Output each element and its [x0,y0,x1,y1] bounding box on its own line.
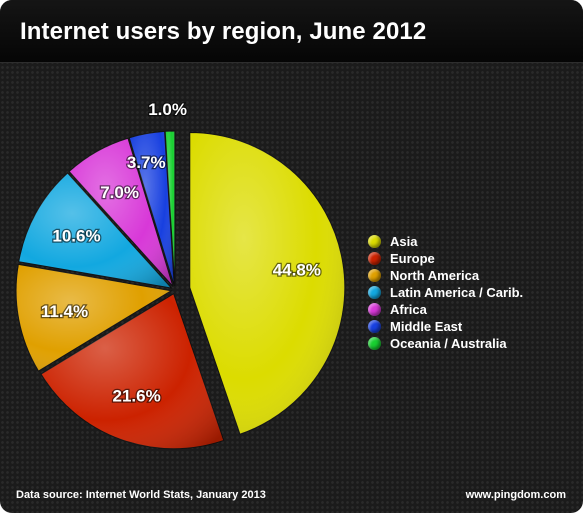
slice-label-africa: 7.0% [100,183,139,202]
slice-label-latin-america-carib: 10.6% [52,227,100,246]
slice-label-middle-east: 3.7% [127,153,166,172]
pie-slice-shading-asia [189,132,345,435]
legend-swatch-icon [368,252,381,265]
legend-swatch-icon [368,235,381,248]
legend-item-europe: Europe [368,250,523,267]
legend-swatch-icon [368,269,381,282]
pie-slice-shading-north-america [16,264,172,372]
legend-item-oceania-australia: Oceania / Australia [368,335,523,352]
slice-label-oceania-australia: 1.0% [148,100,187,119]
slice-label-north-america: 11.4% [41,302,88,321]
legend-label: North America [390,268,480,283]
slice-label-asia: 44.8% [273,261,321,280]
legend-swatch-icon [368,303,381,316]
legend-item-africa: Africa [368,301,523,318]
legend-swatch-icon [368,320,381,333]
legend-label: Africa [390,302,427,317]
slice-label-europe: 21.6% [112,387,160,406]
legend: Asia Europe North America Latin America / C… [368,233,523,352]
legend-swatch-icon [368,337,381,350]
data-source-note: Data source: Internet World Stats, Janua… [16,489,266,501]
pie-slice-shading-oceania-australia [165,131,175,287]
legend-item-middle-east: Middle East [368,318,523,335]
pie-slice-shading-europe [41,293,224,449]
legend-label: Latin America / Carib. [390,285,524,300]
legend-label: Asia [390,234,418,249]
pie-slice-shading-africa [69,138,174,287]
legend-label: Middle East [390,319,463,334]
legend-label: Oceania / Australia [390,336,507,351]
legend-item-asia: Asia [368,233,523,250]
pie-slice-shading-middle-east [129,131,175,287]
website-credit: www.pingdom.com [465,489,566,501]
legend-item-latin-america-carib: Latin America / Carib. [368,284,523,301]
legend-label: Europe [390,251,435,266]
legend-item-north-america: North America [368,267,523,284]
title-bar: Internet users by region, June 2012 [0,0,583,63]
pie-slice-shading-latin-america-carib [18,173,172,289]
legend-swatch-icon [368,286,381,299]
chart-title: Internet users by region, June 2012 [20,18,427,45]
